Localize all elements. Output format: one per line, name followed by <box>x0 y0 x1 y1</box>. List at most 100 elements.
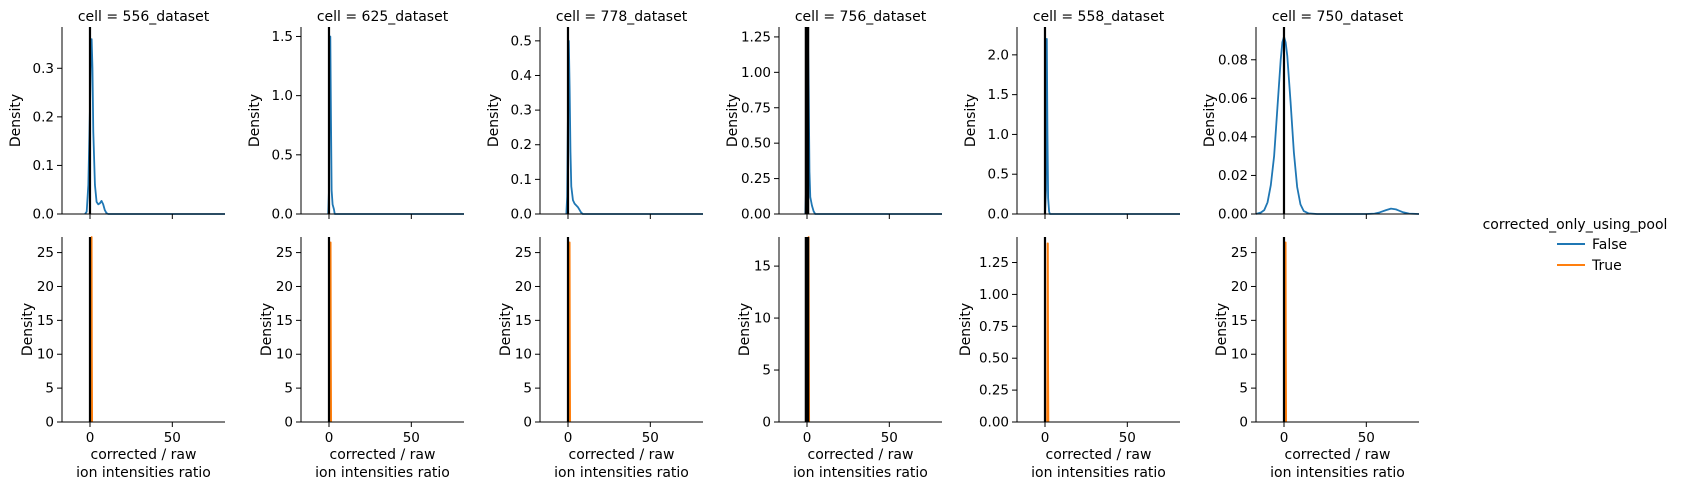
density-curve-true <box>1284 241 1288 423</box>
x-tick-label: 50 <box>1358 430 1375 446</box>
density-curve-false <box>804 28 942 215</box>
density-curve-true <box>568 241 572 423</box>
subplot-bottom: 0 5 10 15 20 25 0 50 Density corrected / raw ion i… <box>20 236 225 481</box>
y-tick-label: 20 <box>1231 279 1248 295</box>
y-tick-label: 0.75 <box>979 319 1009 335</box>
y-tick-label: 0.02 <box>1218 168 1248 184</box>
panel-title: cell = 750_dataset <box>1272 9 1404 25</box>
subplot-top: cell = 558_dataset 0.0 0.5 1.0 1.5 2.0 Density <box>963 9 1180 223</box>
y-tick-label: 0.50 <box>979 351 1009 367</box>
y-tick-label: 10 <box>515 347 532 363</box>
x-axis-label-line2: ion intensities ratio <box>1270 465 1405 481</box>
y-tick-label: 0.0 <box>988 207 1009 223</box>
y-tick-label: 0.5 <box>272 147 293 163</box>
y-tick-label: 25 <box>515 245 532 261</box>
y-tick-label: 10 <box>754 311 771 327</box>
panel-title: cell = 556_dataset <box>78 9 210 25</box>
y-axis-label: Density <box>20 303 36 356</box>
y-tick-label: 15 <box>276 313 293 329</box>
y-tick-label: 0.4 <box>511 68 532 84</box>
facet-panel-6: cell = 750_dataset 0.00 0.02 0.04 0.06 0.08 De… <box>1202 9 1420 481</box>
x-tick-label: 0 <box>564 430 573 446</box>
x-axis-label-line1: corrected / raw <box>808 447 914 463</box>
y-tick-label: 0.25 <box>741 171 771 187</box>
y-tick-label: 0.3 <box>511 103 532 119</box>
x-tick-label: 50 <box>403 430 420 446</box>
x-axis-label-line2: ion intensities ratio <box>793 465 928 481</box>
facet-panels: cell = 556_dataset 0.0 0.1 0.2 0.3 Density 0 5 1… <box>8 9 1420 481</box>
x-axis-label-line1: corrected / raw <box>91 447 197 463</box>
subplot-top: cell = 625_dataset 0.0 0.5 1.0 1.5 Density <box>247 9 464 223</box>
y-axis-label: Density <box>1214 303 1230 356</box>
y-tick-label: 5 <box>45 381 54 397</box>
y-tick-label: 25 <box>37 245 54 261</box>
x-tick-label: 0 <box>86 430 95 446</box>
x-axis-label-line2: ion intensities ratio <box>554 465 689 481</box>
y-axis-label: Density <box>498 303 514 356</box>
y-tick-label: 0.25 <box>979 383 1009 399</box>
chart-legend: corrected_only_using_pool False True <box>1483 217 1668 274</box>
x-tick-label: 0 <box>1280 430 1289 446</box>
y-tick-label: 0 <box>45 415 54 431</box>
subplot-top: cell = 750_dataset 0.00 0.02 0.04 0.06 0.08 De… <box>1202 9 1420 223</box>
y-tick-label: 2.0 <box>988 47 1009 63</box>
y-tick-label: 0.06 <box>1218 91 1248 107</box>
x-axis-label-line1: corrected / raw <box>569 447 675 463</box>
y-tick-label: 0.2 <box>511 137 532 153</box>
x-tick-label: 50 <box>164 430 181 446</box>
x-axis-label-line1: corrected / raw <box>1285 447 1391 463</box>
y-axis-label: Density <box>1202 94 1218 147</box>
density-curve-true <box>329 241 333 423</box>
y-tick-label: 0.00 <box>1218 207 1248 223</box>
y-tick-label: 0.00 <box>979 415 1009 431</box>
x-tick-label: 0 <box>1041 430 1050 446</box>
density-curve-false <box>565 39 703 215</box>
panel-title: cell = 756_dataset <box>795 9 927 25</box>
density-curve-true <box>1046 242 1050 423</box>
y-tick-label: 20 <box>37 279 54 295</box>
y-axis-label: Density <box>247 94 263 147</box>
facet-panel-4: cell = 756_dataset 0.00 0.25 0.50 0.75 1.00 1.… <box>725 9 942 481</box>
subplot-bottom: 0 5 10 15 20 25 0 50 Density corrected / raw ion i… <box>259 237 464 481</box>
subplot-top: cell = 778_dataset 0.0 0.1 0.2 0.3 0.4 0.5 Dens… <box>486 9 703 223</box>
y-tick-label: 0.08 <box>1218 52 1248 68</box>
y-tick-label: 1.25 <box>979 255 1009 271</box>
legend-label-false: False <box>1592 237 1627 253</box>
density-curve-false <box>84 38 225 215</box>
y-tick-label: 1.00 <box>741 65 771 81</box>
y-axis-label: Density <box>8 94 24 147</box>
y-tick-label: 5 <box>523 381 532 397</box>
subplot-bottom: 0.00 0.25 0.50 0.75 1.00 1.25 0 50 Density correc… <box>958 237 1180 481</box>
y-axis-label: Density <box>725 94 741 147</box>
y-tick-label: 0.0 <box>511 207 532 223</box>
x-axis-label-line2: ion intensities ratio <box>315 465 450 481</box>
y-tick-label: 0.0 <box>33 207 54 223</box>
y-tick-label: 0.1 <box>511 172 532 188</box>
y-tick-label: 1.00 <box>979 287 1009 303</box>
density-curve-false <box>327 35 464 215</box>
y-tick-label: 5 <box>284 381 293 397</box>
y-tick-label: 0.50 <box>741 136 771 152</box>
facet-panel-3: cell = 778_dataset 0.0 0.1 0.2 0.3 0.4 0.5 Dens… <box>486 9 703 481</box>
y-tick-label: 0.5 <box>511 33 532 49</box>
y-tick-label: 0 <box>1239 415 1248 431</box>
legend-title: corrected_only_using_pool <box>1483 217 1668 233</box>
subplot-top: cell = 756_dataset 0.00 0.25 0.50 0.75 1.00 1.… <box>725 9 942 223</box>
y-tick-label: 10 <box>37 347 54 363</box>
y-tick-label: 1.5 <box>272 29 293 45</box>
y-tick-label: 0.75 <box>741 100 771 116</box>
panel-title: cell = 625_dataset <box>317 9 449 25</box>
y-tick-label: 0.5 <box>988 167 1009 183</box>
panel-title: cell = 558_dataset <box>1033 9 1165 25</box>
y-tick-label: 0.2 <box>33 109 54 125</box>
x-axis-label-line2: ion intensities ratio <box>1031 465 1166 481</box>
subplot-bottom: 0 5 10 15 0 50 Density corrected / raw ion inten… <box>737 236 942 481</box>
x-tick-label: 50 <box>881 430 898 446</box>
density-curve-true <box>90 236 94 423</box>
y-axis-label: Density <box>486 94 502 147</box>
y-tick-label: 20 <box>276 279 293 295</box>
y-tick-label: 1.25 <box>741 29 771 45</box>
y-tick-label: 0.3 <box>33 61 54 77</box>
legend-label-true: True <box>1591 258 1622 274</box>
